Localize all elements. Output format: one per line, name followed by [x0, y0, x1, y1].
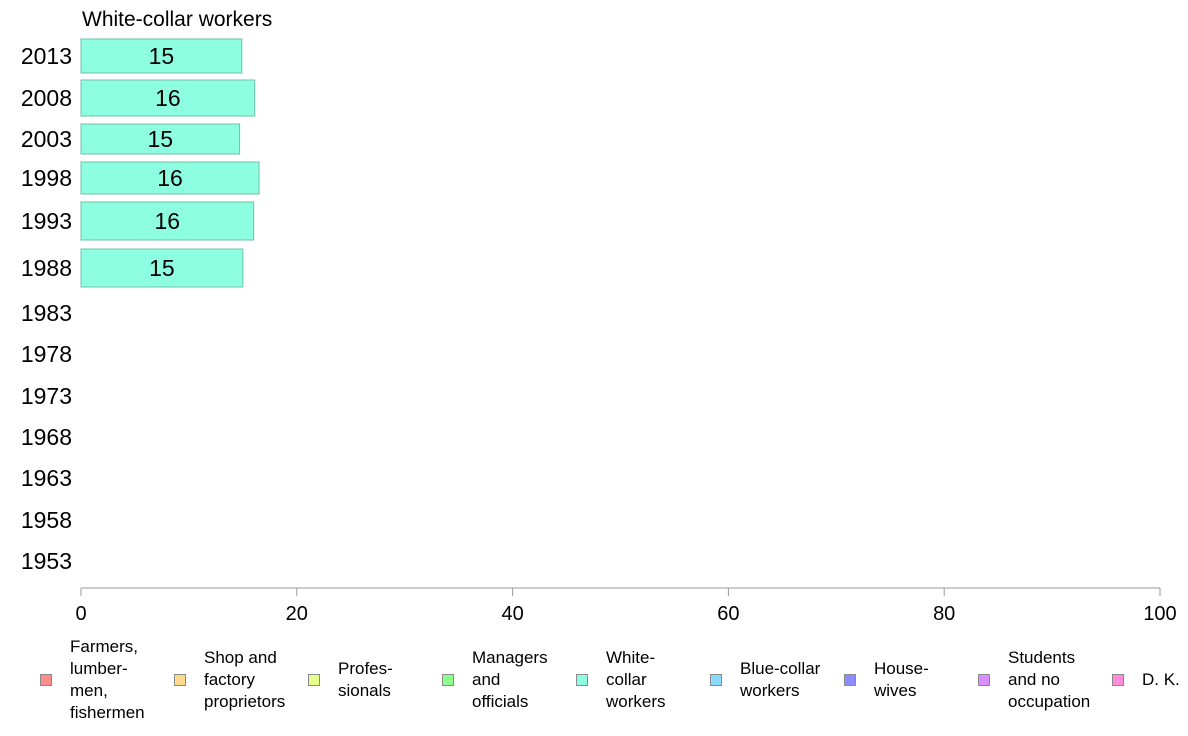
legend-label: White- collar workers	[606, 648, 666, 711]
legend-swatch	[308, 674, 320, 686]
x-tick-label: 0	[75, 603, 86, 625]
y-tick-label: 1963	[21, 465, 72, 491]
legend-label: D. K.	[1142, 670, 1180, 689]
bar	[80, 38, 243, 74]
legend-item: Managers and officials	[442, 640, 548, 720]
legend-label: Shop and factory proprietors	[204, 648, 286, 711]
legend-item: House- wives	[844, 640, 929, 720]
legend-swatch	[174, 674, 186, 686]
legend-item: Farmers, lumber- men, fishermen	[40, 637, 145, 722]
x-tick-label: 100	[1143, 603, 1176, 625]
legend-label: Managers and officials	[472, 648, 548, 711]
bar	[80, 123, 241, 155]
y-tick-label: 1953	[21, 548, 72, 574]
x-tick-label: 60	[717, 603, 739, 625]
legend-label: Students and no occupation	[1008, 648, 1091, 711]
legend-swatch	[978, 674, 990, 686]
bar-value-label: 16	[157, 165, 183, 191]
legend-label: Profes- sionals	[338, 659, 393, 700]
bar-value-label: 15	[148, 126, 174, 152]
x-axis: 0 20 40 60 80 100	[75, 587, 1177, 625]
legend-item: Shop and factory proprietors	[174, 640, 285, 720]
y-tick-label: 2013	[21, 43, 72, 69]
bar	[80, 201, 255, 241]
x-tick-label: 40	[501, 603, 523, 625]
bar	[80, 161, 260, 195]
y-tick-label: 1968	[21, 424, 72, 450]
x-tick-label: 20	[286, 603, 308, 625]
legend-item: Blue-collar workers	[710, 640, 820, 720]
legend-swatch	[40, 674, 52, 686]
y-tick-label: 1988	[21, 255, 72, 281]
y-tick-label: 1993	[21, 208, 72, 234]
legend-swatch	[442, 674, 454, 686]
y-tick-label: 2003	[21, 126, 72, 152]
y-tick-label: 1983	[21, 300, 72, 326]
x-tick-label: 80	[933, 603, 955, 625]
bar-value-label: 16	[155, 208, 181, 234]
legend-label: House- wives	[874, 659, 929, 700]
legend-item: D. K.	[1112, 640, 1180, 720]
y-tick-label: 2008	[21, 85, 72, 111]
y-tick-label: 1973	[21, 383, 72, 409]
legend-swatch	[1112, 674, 1124, 686]
legend-swatch	[576, 674, 588, 686]
bar-chart: White-collar workers 2013 2008 2003 1998 199…	[21, 8, 1177, 625]
y-axis-labels: 2013 2008 2003 1998 1993 1988 1983 1978 1973 1968…	[21, 43, 72, 574]
bar-value-label: 15	[149, 255, 175, 281]
y-tick-label: 1978	[21, 341, 72, 367]
bar-value-label: 15	[149, 43, 175, 69]
chart-title: White-collar workers	[82, 8, 272, 31]
legend-label: Blue-collar workers	[740, 659, 821, 700]
y-tick-label: 1998	[21, 165, 72, 191]
legend-swatch	[710, 674, 722, 686]
bar-value-label: 16	[155, 85, 181, 111]
legend: Farmers, lumber- men, fishermen Shop and …	[0, 637, 1188, 730]
legend-item: White- collar workers	[576, 640, 666, 720]
legend-label: Farmers, lumber- men, fishermen	[70, 637, 145, 722]
legend-item: Profes- sionals	[308, 640, 393, 720]
bar	[80, 79, 256, 117]
legend-item: Students and no occupation	[978, 640, 1090, 720]
legend-swatch	[844, 674, 856, 686]
bars: 15 16 15 16 16 15	[80, 38, 260, 288]
bar	[80, 248, 244, 288]
y-tick-label: 1958	[21, 507, 72, 533]
